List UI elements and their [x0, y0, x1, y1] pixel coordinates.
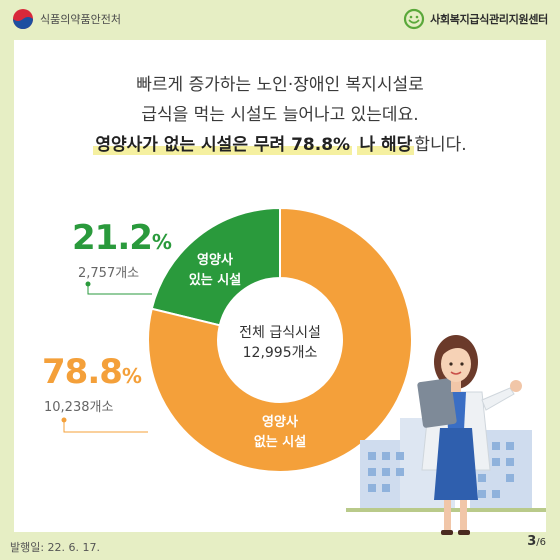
headline-line2: 급식을 먹는 시설도 늘어나고 있는데요.: [141, 105, 419, 125]
headline: 빠르게 증가하는 노인·장애인 복지시설로 급식을 먹는 시설도 늘어나고 있는…: [0, 70, 560, 160]
donut-slice-without-nutritionist: [147, 206, 413, 473]
slice-label-green-1: 영양사: [197, 252, 233, 268]
headline-highlight: 영양사가 없는 시설은 무려 78.8%: [93, 135, 353, 155]
headline-line3-rest: 합니다.: [414, 135, 467, 155]
slice-label-orange-1: 영양사: [262, 414, 298, 430]
slice-label-orange-2: 없는 시설: [254, 435, 306, 450]
headline-line3: 영양사가 없는 시설은 무려 78.8% 나 해당 합니다.: [0, 130, 560, 160]
center-value: 12,995개소: [243, 345, 318, 361]
count-label-green: 2,757개소: [78, 266, 140, 281]
percent-sign-orange: %: [121, 364, 142, 388]
percent-value-orange: 78.8: [42, 352, 123, 392]
slice-label-green-2: 있는 시설: [189, 273, 241, 288]
mfds-header: 식품의약품안전처: [12, 8, 121, 30]
nutritionist-illustration: [417, 335, 522, 535]
donut-slice-with-nutritionist: [150, 206, 281, 327]
center-org-name: 사회복지급식관리지원센터: [430, 13, 548, 26]
center-header: 사회복지급식관리지원센터: [403, 8, 548, 30]
leader-line-green: [87, 284, 152, 295]
percent-label-orange: 78.8%: [42, 352, 142, 392]
page-indicator: 3/6: [527, 534, 546, 549]
publish-date: 발행일: 22. 6. 17.: [10, 541, 101, 554]
headline-highlight-2: 나 해당: [357, 135, 415, 155]
smile-logo-icon: [404, 8, 425, 30]
leader-line-orange: [63, 420, 148, 433]
center-label: 전체 급식시설: [239, 325, 321, 341]
mfds-logo-icon: [13, 9, 33, 29]
percent-value-green: 21.2: [72, 218, 153, 258]
page-total: /6: [536, 537, 546, 548]
leader-dot-orange: [61, 417, 67, 423]
percent-sign-green: %: [151, 230, 172, 254]
percent-label-green: 21.2%: [72, 218, 172, 258]
page-current: 3: [527, 534, 537, 549]
headline-line1: 빠르게 증가하는 노인·장애인 복지시설로: [136, 75, 424, 95]
mfds-org-name: 식품의약품안전처: [40, 13, 121, 26]
count-label-orange: 10,238개소: [44, 400, 114, 415]
leader-dot-green: [85, 281, 91, 287]
